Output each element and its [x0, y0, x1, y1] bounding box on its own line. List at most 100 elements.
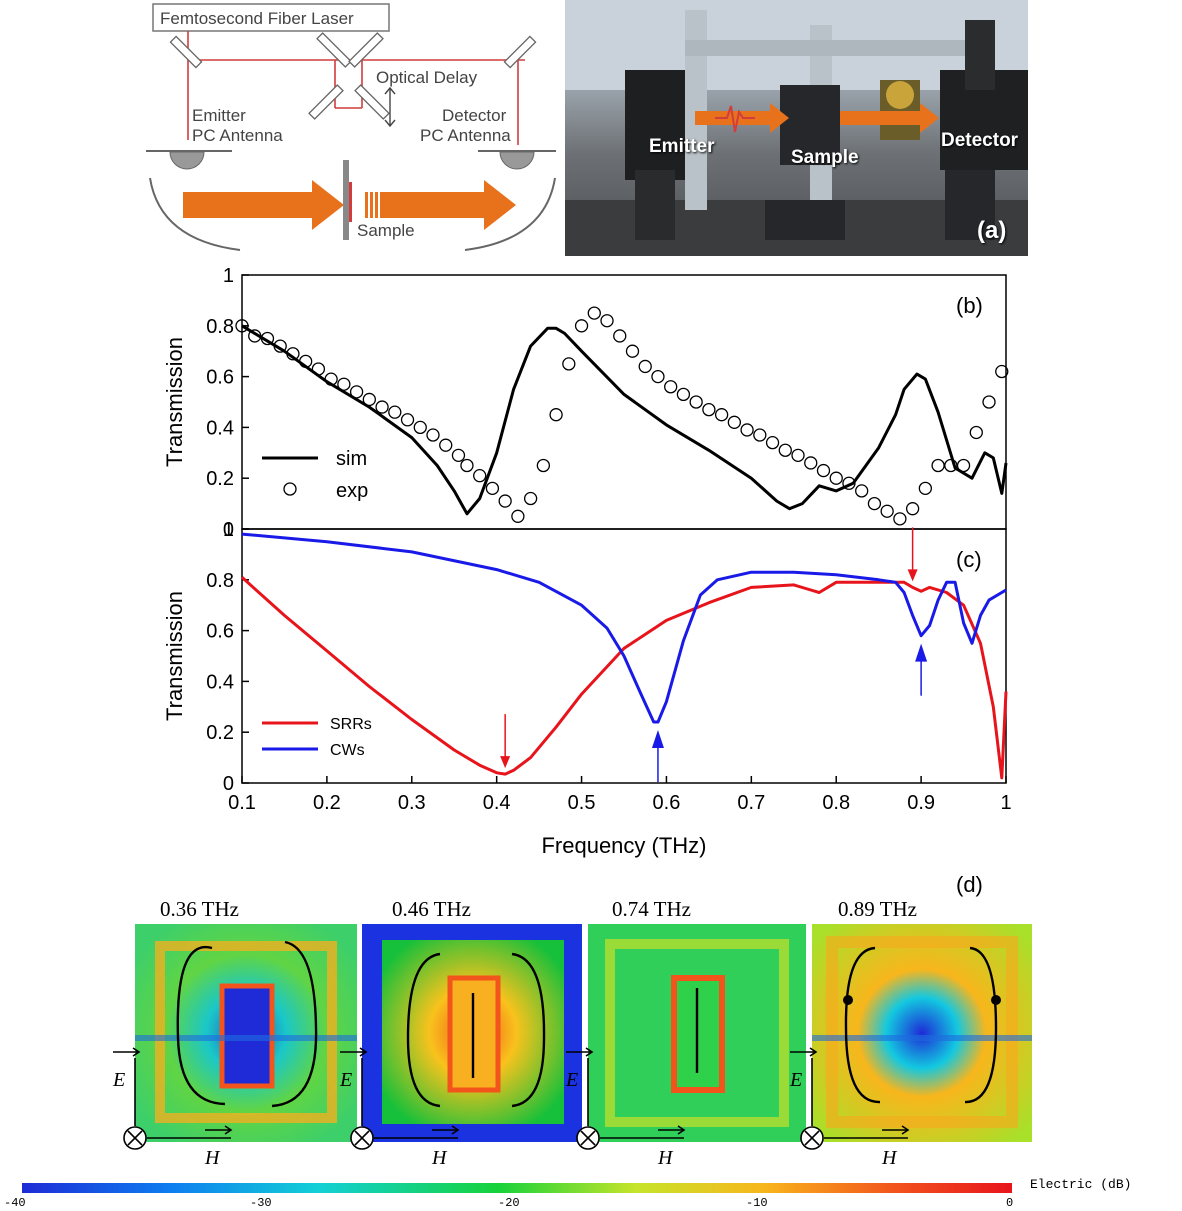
- emitter-antenna-label: PC Antenna: [192, 126, 283, 145]
- field-map-2: 0.46 THz: [362, 897, 582, 1142]
- legend-exp-label: exp: [336, 480, 368, 502]
- eh-axes-icon: [340, 1047, 460, 1150]
- eh-axes-icon: [790, 1047, 910, 1150]
- colorbar: [22, 1183, 1012, 1193]
- exp-point: [804, 456, 818, 470]
- colorbar-tick-3: -20: [498, 1196, 520, 1210]
- arrow-up-icon: [915, 643, 928, 696]
- detector-antenna-label: PC Antenna: [420, 126, 511, 145]
- photo-sample-label: Sample: [791, 147, 859, 168]
- exp-point: [574, 319, 589, 333]
- map-1-frequency: 0.36 THz: [160, 897, 239, 921]
- map-3-frequency: 0.74 THz: [612, 897, 691, 921]
- laser-label: Femtosecond Fiber Laser: [160, 9, 354, 28]
- exp-point: [473, 469, 487, 483]
- exp-point: [829, 471, 843, 485]
- exp-point: [362, 392, 376, 407]
- exp-point: [498, 494, 512, 508]
- detector-label: Detector: [442, 106, 507, 125]
- exp-point: [651, 369, 665, 384]
- legend-srr-label: SRRs: [330, 716, 372, 733]
- exp-point: [982, 395, 996, 409]
- exp-point: [451, 448, 466, 462]
- panel-c-ytick-label: 1: [223, 519, 234, 541]
- e-field-label: E: [112, 1069, 125, 1091]
- exp-point: [816, 463, 831, 478]
- legend-exp-marker: [283, 482, 297, 496]
- panel-c-xlabel: Frequency (THz): [541, 833, 706, 858]
- exp-point: [349, 385, 364, 399]
- exp-point: [426, 428, 440, 442]
- exp-point: [842, 476, 856, 490]
- exp-point: [235, 319, 249, 333]
- exp-point: [273, 339, 287, 353]
- photo-emitter-label: Emitter: [649, 136, 715, 157]
- exp-point: [727, 415, 742, 429]
- arrow-down-icon: [500, 714, 511, 769]
- exp-point: [944, 458, 958, 473]
- photo-pulse-icon: [715, 105, 755, 133]
- arrow-down-icon: [907, 527, 918, 582]
- thz-beam-arrow-out: [380, 180, 516, 230]
- panel-b-ytick-label: 0.8: [206, 316, 234, 338]
- detector-parabolic-mirror: [464, 177, 556, 251]
- h-field-label: H: [657, 1147, 674, 1169]
- exp-point: [880, 504, 894, 518]
- exp-point: [740, 423, 754, 437]
- colorbar-tick-1: -40: [4, 1196, 26, 1210]
- exp-point: [587, 306, 601, 320]
- setup-photo: Emitter Sample Detector (a): [565, 0, 1028, 256]
- exp-point: [311, 362, 326, 376]
- panel-c-xtick-label: 0.4: [483, 792, 511, 814]
- panel-a-tag: (a): [977, 217, 1007, 244]
- detector-antenna: [478, 150, 556, 170]
- colorbar-tick-2: -30: [250, 1196, 272, 1210]
- panel-c-ytick-label: 0.8: [206, 570, 234, 592]
- exp-point: [753, 428, 767, 442]
- exp-point: [324, 372, 338, 386]
- exp-point: [613, 329, 627, 343]
- emitter-label: Emitter: [192, 106, 246, 125]
- emitter-parabolic-mirror: [149, 177, 241, 251]
- exp-point: [702, 402, 716, 417]
- colorbar-title: Electric (dB): [1030, 1177, 1132, 1192]
- panel-c-xtick-label: 0.3: [398, 792, 426, 814]
- exp-point: [536, 458, 551, 473]
- field-map-3: 0.74 THz: [588, 897, 806, 1142]
- panel-c-ytick-label: 0.4: [206, 671, 234, 693]
- colorbar-tick-4: -10: [746, 1196, 768, 1210]
- exp-point: [439, 438, 453, 452]
- eh-axes-icon: [566, 1047, 686, 1150]
- panel-c-ylabel: Transmission: [162, 591, 187, 721]
- exp-point: [562, 357, 576, 371]
- exp-point: [485, 481, 500, 496]
- panel-b-ytick-label: 0.4: [206, 417, 234, 439]
- exp-point: [765, 435, 780, 450]
- exp-point: [460, 458, 474, 473]
- exp-point: [676, 387, 691, 402]
- exp-point: [714, 408, 729, 422]
- panel-c-xtick-label: 1: [1000, 792, 1011, 814]
- setup-schematic: Femtosecond Fiber Laser Optical Delay Em…: [146, 3, 556, 251]
- exp-point: [299, 354, 313, 369]
- thz-beam-stripes: [365, 192, 378, 218]
- exp-point: [867, 496, 882, 511]
- exp-point: [388, 405, 402, 419]
- current-arrows-1: [176, 940, 318, 1108]
- exp-point: [400, 413, 415, 427]
- exp-point: [664, 380, 678, 394]
- exp-point: [969, 425, 983, 440]
- panel-c-ytick-label: 0.2: [206, 722, 234, 744]
- panel-c-xtick-label: 0.5: [568, 792, 596, 814]
- panel-c-xtick-label: 0.8: [822, 792, 850, 814]
- thz-beam-arrow-in: [183, 180, 344, 230]
- sample-label: Sample: [357, 221, 415, 240]
- e-field-label: E: [789, 1069, 802, 1091]
- exp-point: [337, 377, 351, 391]
- panel-c-xtick-label: 0.6: [653, 792, 681, 814]
- exp-point: [918, 481, 933, 496]
- photo-scene: [565, 0, 1028, 256]
- panel-c-xtick-label: 0.9: [907, 792, 935, 814]
- panel-c-xtick-label: 0.1: [228, 792, 256, 814]
- delay-label: Optical Delay: [376, 68, 478, 87]
